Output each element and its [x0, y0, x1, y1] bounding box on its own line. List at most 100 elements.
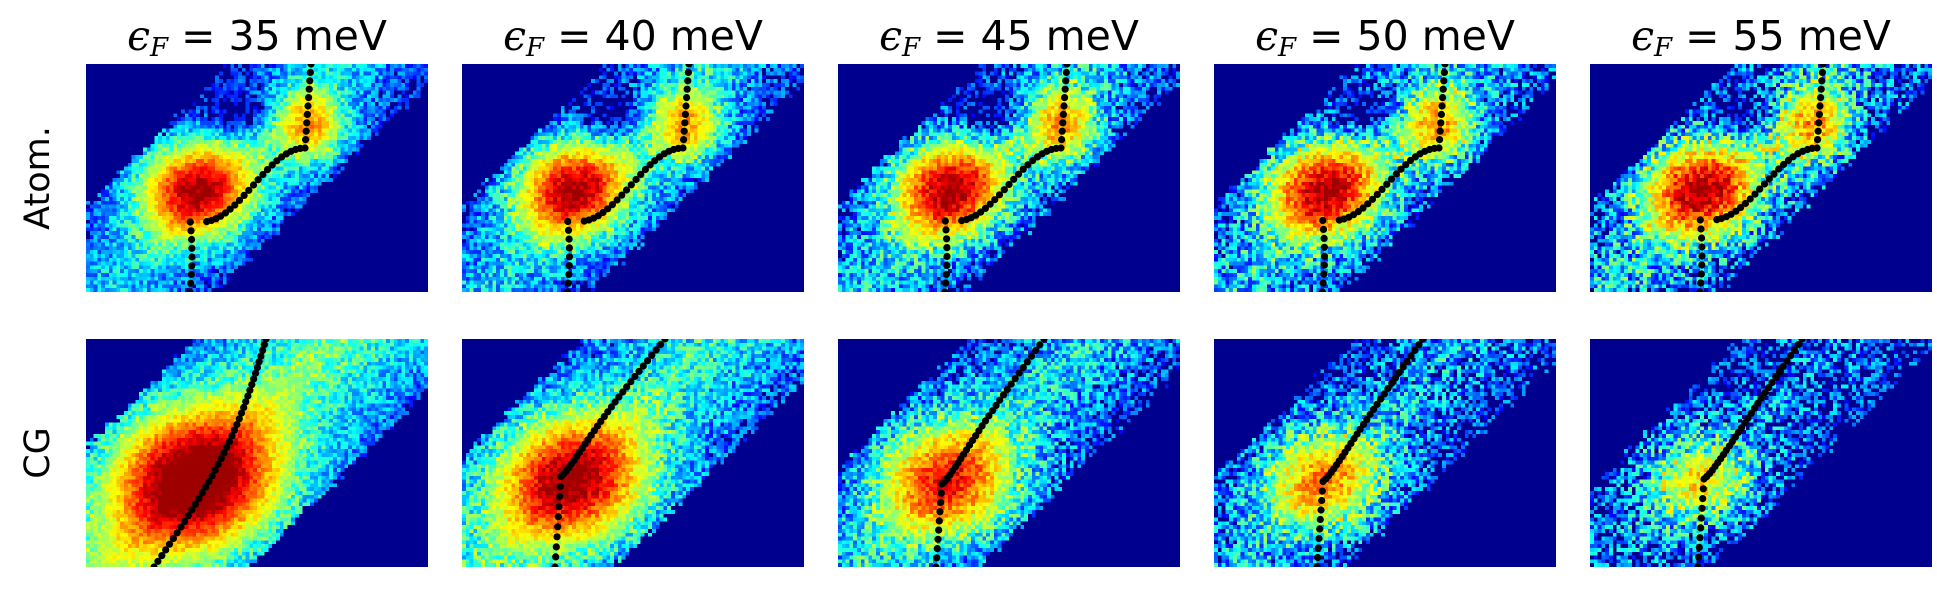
- curve-point: [937, 498, 945, 506]
- curve-point: [565, 270, 573, 278]
- heatmap-image: [838, 339, 1180, 567]
- curve-point: [619, 388, 627, 396]
- curve-point: [1772, 373, 1780, 381]
- curve-point: [552, 543, 560, 551]
- curve-point: [1359, 204, 1367, 212]
- curve-point: [228, 432, 236, 440]
- curve-point: [1696, 288, 1704, 292]
- curve-point: [1318, 487, 1326, 495]
- curve-point: [1699, 485, 1707, 493]
- dotted-curve: [186, 64, 315, 292]
- column-title-5: ϵF = 55 meV: [1590, 8, 1932, 64]
- curve-point: [260, 341, 268, 349]
- curve-point: [1314, 553, 1322, 562]
- curve-point: [1814, 136, 1822, 144]
- curve-point: [933, 554, 941, 562]
- curve-point: [1383, 180, 1391, 188]
- curve-point: [943, 244, 951, 252]
- curve-point: [935, 517, 943, 525]
- curve-point: [1818, 68, 1826, 76]
- curve-point: [1317, 506, 1325, 514]
- curve-point: [1316, 525, 1324, 533]
- curve-point: [1019, 165, 1027, 173]
- column-title-3: ϵF = 45 meV: [838, 8, 1180, 64]
- subscript-label: F: [902, 33, 921, 63]
- curve-point: [1816, 102, 1824, 110]
- curve-point: [556, 493, 564, 501]
- heatmap-image: [1590, 64, 1932, 292]
- curve-point: [1819, 64, 1827, 68]
- curve-point: [942, 270, 950, 278]
- curve-point: [1364, 200, 1372, 208]
- curve-point: [941, 217, 949, 225]
- curve-point: [187, 279, 195, 287]
- curve-point: [304, 102, 312, 110]
- curve-point: [240, 191, 248, 199]
- curve-point: [1751, 190, 1759, 198]
- column-title-4: ϵF = 50 meV: [1214, 8, 1556, 64]
- curve-point: [305, 85, 313, 93]
- curve-point: [1315, 534, 1323, 543]
- curve-point: [198, 489, 206, 497]
- curve-point: [188, 262, 196, 270]
- curve-point: [613, 196, 621, 204]
- curve-point: [259, 171, 267, 179]
- curve-point: [186, 218, 194, 226]
- dotted-curve: [1696, 64, 1827, 292]
- curve-point: [1395, 368, 1403, 377]
- curve-point: [1697, 225, 1705, 233]
- curve-point: [1391, 374, 1400, 382]
- curve-point: [1698, 252, 1706, 260]
- curve-point: [991, 196, 999, 204]
- curve-point: [679, 144, 687, 152]
- curve-point: [1697, 514, 1705, 522]
- heatmap-image: [1214, 64, 1556, 292]
- curve-point: [305, 94, 313, 102]
- row-label-2: CG: [18, 427, 58, 479]
- curve-point: [259, 346, 267, 354]
- curve-point: [1698, 261, 1706, 269]
- curve-point: [211, 466, 219, 474]
- heatmap-panel-r1-c2: [462, 64, 804, 292]
- curve-point: [1698, 504, 1706, 512]
- curve-point: [184, 512, 192, 520]
- curve-point: [1318, 288, 1327, 292]
- curve-point: [563, 288, 572, 292]
- heatmap-image: [838, 64, 1180, 292]
- curve-point: [564, 279, 572, 287]
- curve-point: [1061, 94, 1069, 102]
- curve-point: [1000, 186, 1008, 194]
- curve-point: [942, 226, 950, 234]
- curve-point: [641, 165, 649, 174]
- curve-point: [1698, 243, 1706, 251]
- heatmap-panel-r1-c1: [86, 64, 428, 292]
- curve-point: [1439, 94, 1447, 102]
- curve-point: [1438, 102, 1446, 110]
- curve-point: [1378, 185, 1386, 193]
- curve-point: [162, 546, 170, 554]
- heatmap-panel-r2-c4: [1214, 339, 1556, 567]
- curve-point: [1387, 175, 1396, 183]
- curve-point: [237, 409, 246, 417]
- heatmap-image: [1590, 339, 1932, 567]
- curve-point: [611, 398, 619, 406]
- curve-point: [996, 396, 1004, 404]
- curve-point: [165, 540, 174, 548]
- curve-point: [981, 417, 990, 425]
- curve-point: [1392, 170, 1400, 178]
- curve-point: [553, 533, 561, 541]
- curve-point: [1058, 127, 1066, 135]
- curve-point: [1697, 270, 1705, 278]
- curve-point: [1380, 390, 1388, 398]
- subscript-label: F: [1278, 33, 1297, 63]
- curve-point: [657, 340, 665, 349]
- curve-point: [1062, 77, 1070, 85]
- curve-point: [1007, 380, 1015, 388]
- energy-value: = 55 meV: [1672, 12, 1891, 60]
- curve-point: [684, 68, 692, 76]
- curve-point: [1440, 68, 1448, 76]
- curve-point: [1770, 170, 1778, 178]
- curve-point: [235, 415, 243, 423]
- curve-point: [615, 393, 623, 401]
